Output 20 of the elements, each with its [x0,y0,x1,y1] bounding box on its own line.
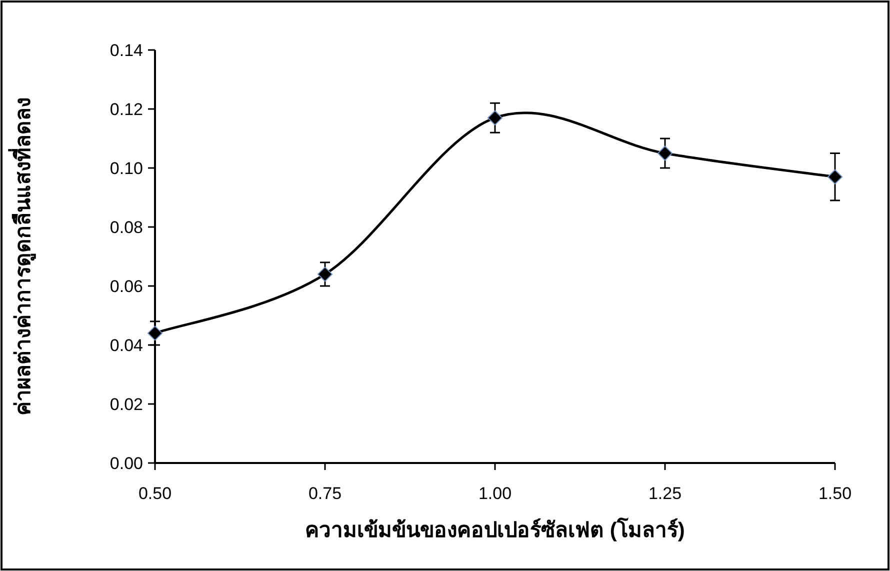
y-tick-label: 0.12 [110,100,143,119]
y-tick-label: 0.10 [110,159,143,178]
point [318,266,332,282]
y-axis-title: ค่าผลต่างค่าการดูดกลืนแสงที่ลดลง [7,98,37,416]
y-tick-label: 0.04 [110,336,143,355]
point [658,146,672,161]
y-tick-label: 0.02 [110,395,143,414]
x-tick-label: 0.50 [138,484,172,503]
point [828,169,842,184]
x-axis-title: ความเข้มข้นของคอปเปอร์ซัลเฟต (โมลาร์) [305,517,685,542]
x-tick-label: 1.25 [648,484,682,503]
point [148,326,162,341]
x-tick-label: 1.00 [478,484,512,503]
x-tick-label: 1.50 [818,484,852,503]
point [488,110,502,126]
y-tick-label: 0.14 [110,41,143,60]
y-tick-label: 0.08 [110,218,143,237]
y-tick-label: 0.00 [110,454,143,473]
y-tick-label: 0.06 [110,277,143,296]
x-tick-label: 0.75 [308,484,342,503]
